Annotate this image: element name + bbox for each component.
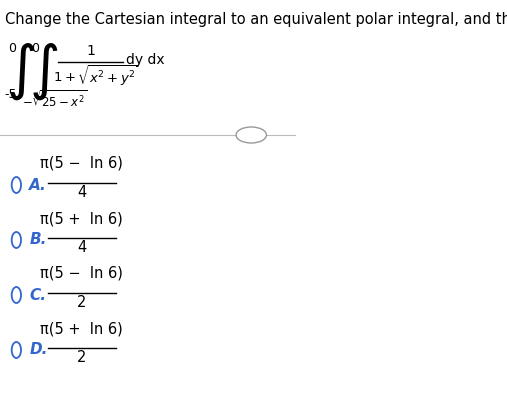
Circle shape [12, 177, 21, 193]
Text: $\int$: $\int$ [6, 42, 35, 102]
Text: $\int$: $\int$ [29, 42, 58, 102]
Text: 0: 0 [31, 42, 40, 55]
Circle shape [12, 342, 21, 358]
Text: $1 + \sqrt{x^2 + y^2}$: $1 + \sqrt{x^2 + y^2}$ [53, 64, 138, 88]
Text: 0: 0 [8, 42, 16, 55]
Text: $-\sqrt{25-x^2}$: $-\sqrt{25-x^2}$ [22, 90, 88, 111]
Text: 2: 2 [77, 295, 87, 310]
Text: -5: -5 [5, 88, 17, 101]
Text: 4: 4 [77, 240, 86, 255]
Text: D.: D. [29, 342, 48, 357]
Text: B.: B. [29, 233, 47, 248]
Text: π(5 +  ln 6): π(5 + ln 6) [41, 321, 123, 336]
Text: π(5 +  ln 6): π(5 + ln 6) [41, 211, 123, 226]
Text: ...: ... [246, 130, 257, 140]
Text: 4: 4 [77, 185, 86, 200]
Text: dy dx: dy dx [126, 53, 164, 67]
Text: A.: A. [29, 177, 47, 193]
Text: π(5 −  ln 6): π(5 − ln 6) [41, 266, 123, 281]
Text: C.: C. [29, 288, 46, 302]
Text: Change the Cartesian integral to an equivalent polar integral, and then evaluate: Change the Cartesian integral to an equi… [5, 12, 507, 27]
Circle shape [12, 232, 21, 248]
Ellipse shape [236, 127, 266, 143]
Circle shape [12, 287, 21, 303]
Text: π(5 −  ln 6): π(5 − ln 6) [41, 156, 123, 171]
Text: 1: 1 [86, 44, 95, 58]
Text: 2: 2 [77, 350, 87, 365]
